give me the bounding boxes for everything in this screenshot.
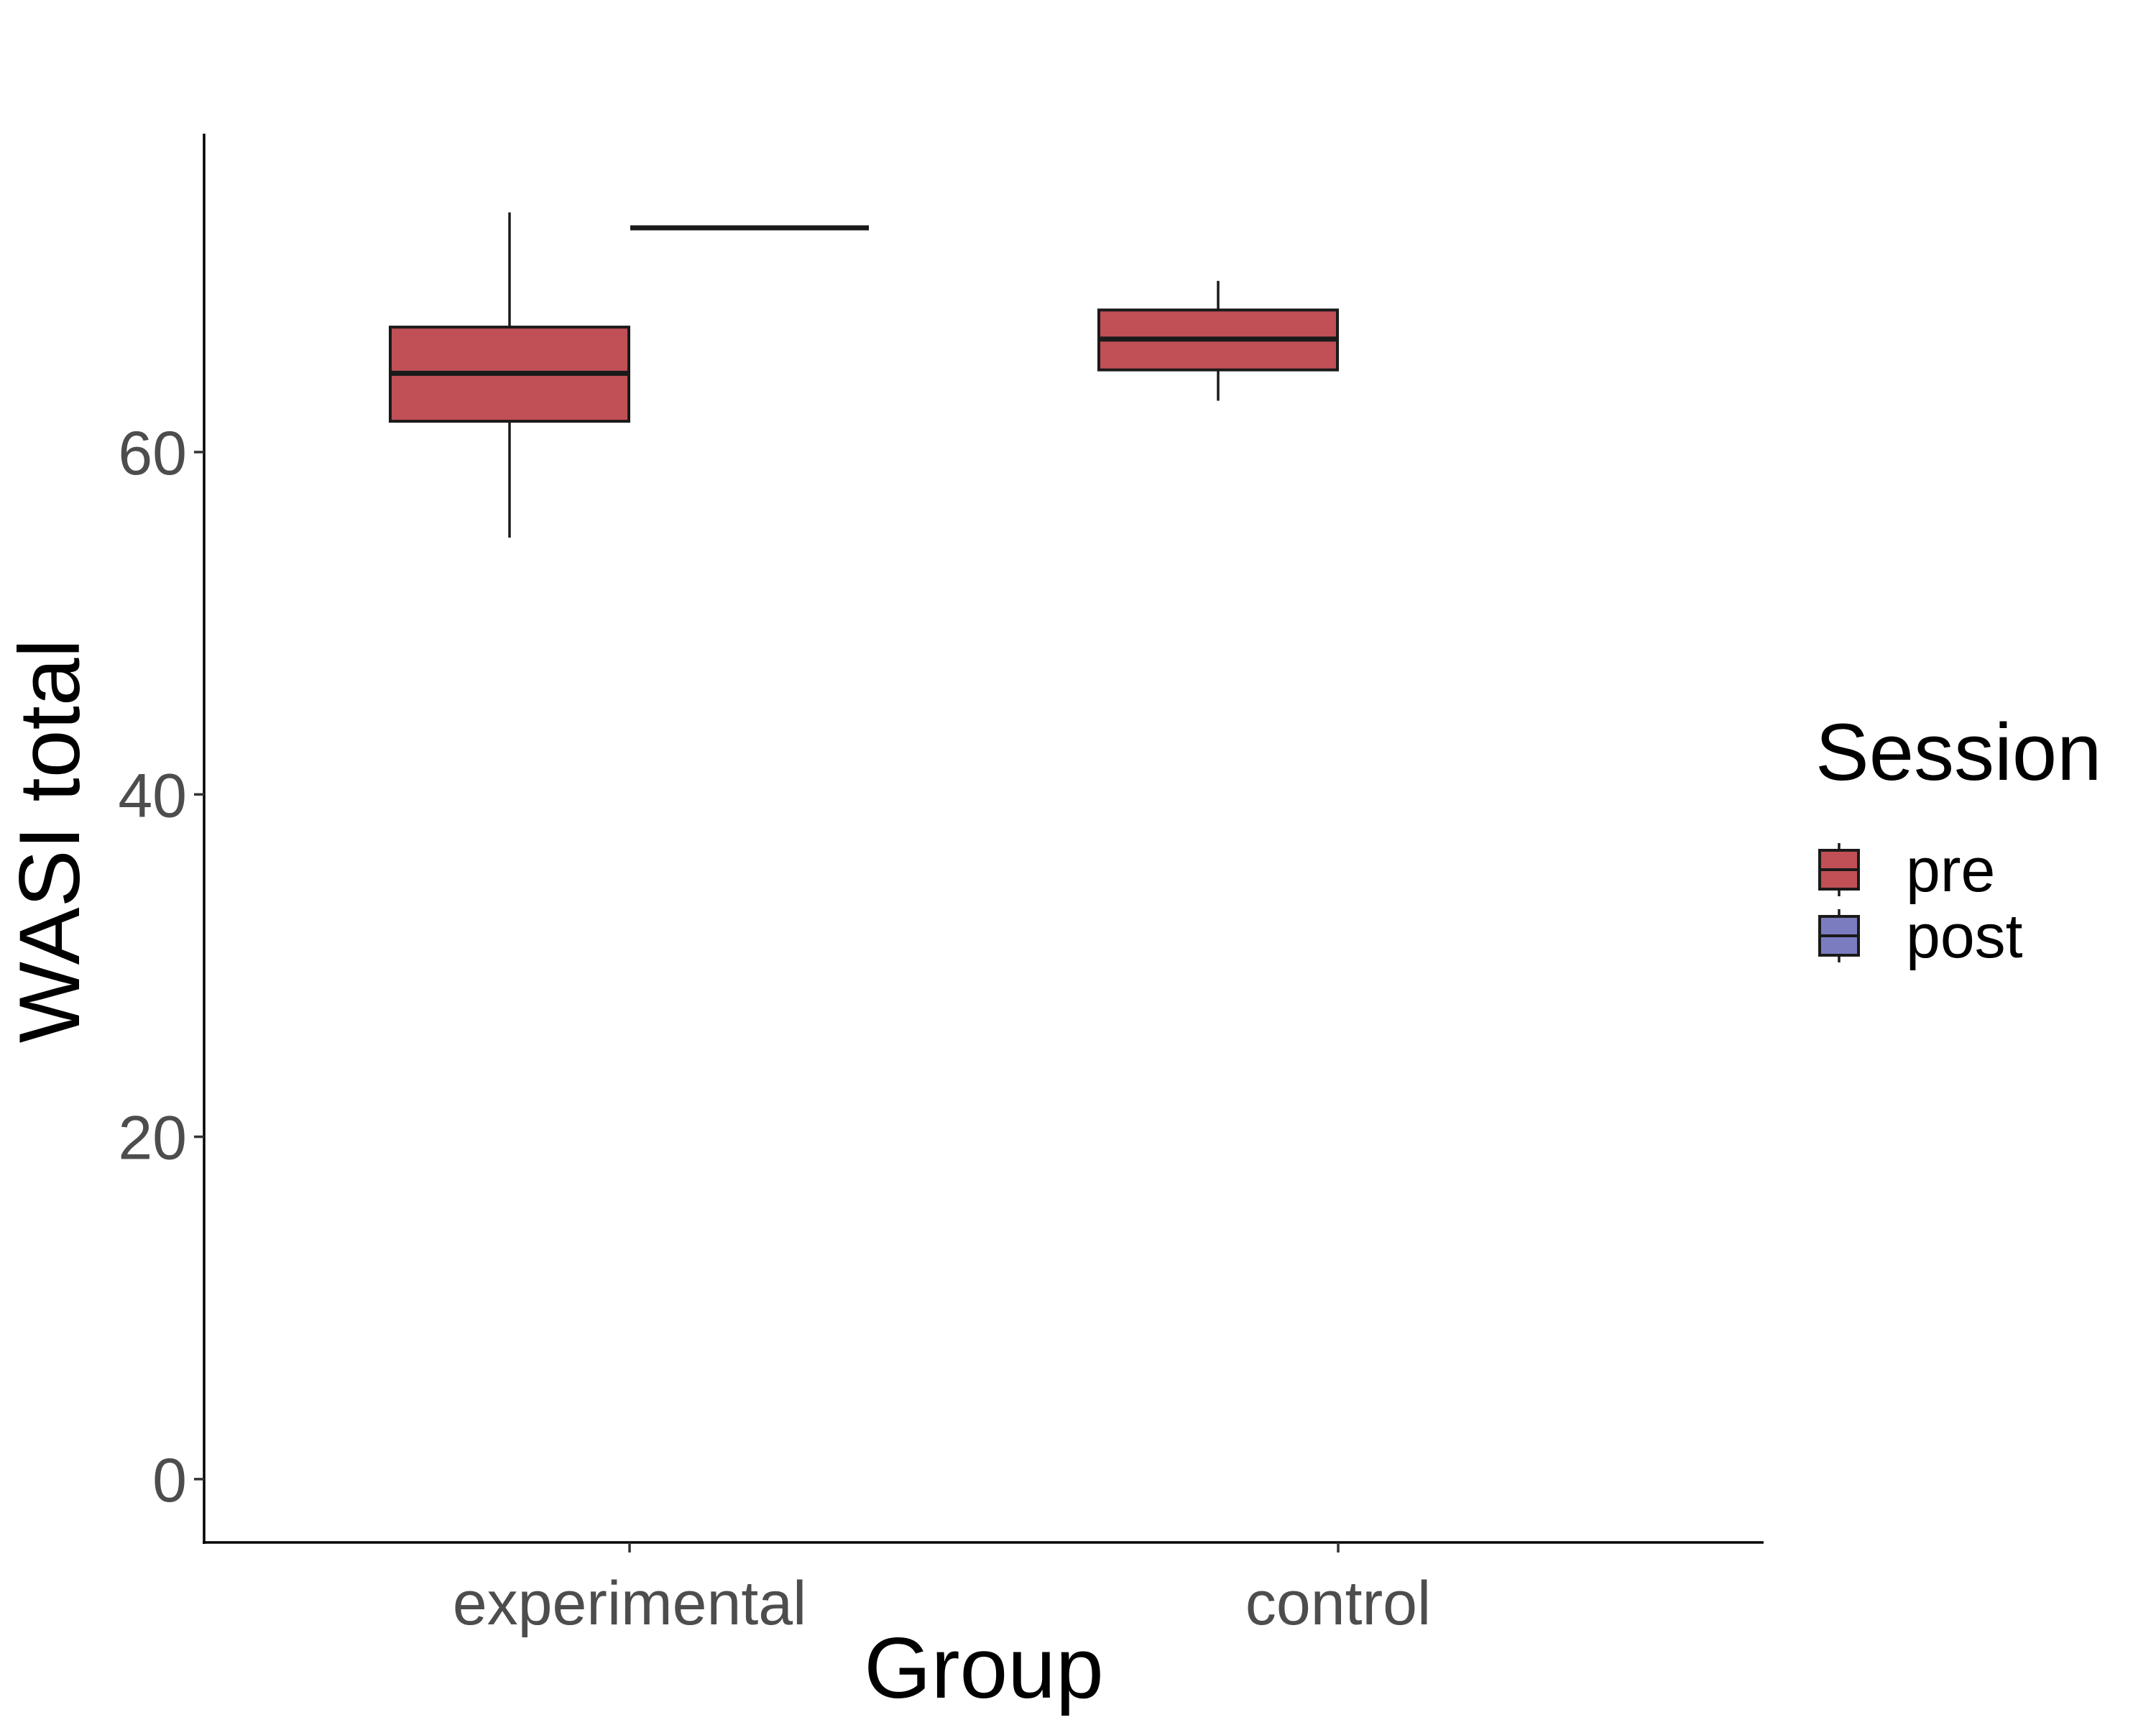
legend-label: pre [1906, 836, 1995, 905]
x-tick-label: control [1245, 1569, 1431, 1638]
legend-label: post [1906, 902, 2023, 971]
y-axis-title: WASI total [1, 639, 98, 1043]
y-tick-label: 20 [118, 1104, 187, 1173]
y-tick-label: 40 [118, 761, 187, 830]
y-tick-label: 60 [118, 419, 187, 488]
plot-marks [389, 212, 1339, 538]
box-pre-experimental [389, 212, 630, 538]
x-ticks: experimental control [453, 1542, 1431, 1638]
y-ticks: 0 20 40 60 [118, 419, 204, 1515]
legend-item-pre: pre [1818, 836, 1995, 905]
box-pre-control [1097, 280, 1339, 401]
x-axis-title: Group [864, 1620, 1104, 1716]
y-tick-label: 0 [152, 1446, 187, 1515]
legend-item-post: post [1818, 902, 2023, 971]
axes [203, 134, 1764, 1544]
legend-title: Session [1815, 707, 2101, 797]
x-tick-label: experimental [453, 1569, 806, 1638]
